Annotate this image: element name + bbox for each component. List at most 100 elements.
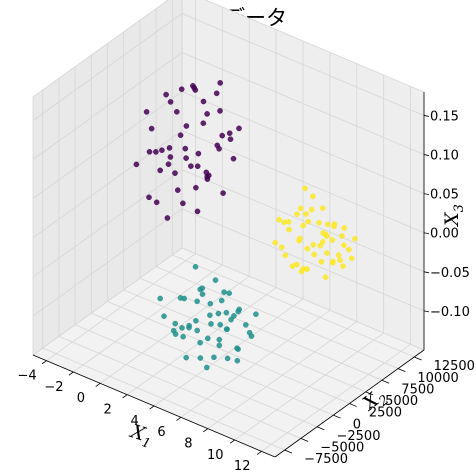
data-point (324, 250, 330, 256)
data-point (217, 108, 223, 114)
y-tick (397, 368, 406, 373)
y-tick-label: 2500 (369, 406, 402, 421)
data-point (178, 86, 185, 92)
data-point (318, 258, 325, 265)
data-point (183, 354, 189, 361)
data-point (167, 99, 174, 105)
data-point (157, 167, 163, 174)
data-point (208, 321, 214, 327)
y-tick-label: 0 (353, 417, 361, 432)
z-tick-label: −0.10 (430, 305, 470, 320)
data-point (323, 233, 330, 239)
x-tick (122, 394, 128, 399)
data-point (197, 339, 203, 346)
data-point (230, 155, 237, 162)
x-tick-label: −4 (18, 369, 37, 384)
data-point (227, 136, 234, 142)
data-point (180, 200, 186, 207)
data-point (193, 184, 199, 191)
data-point (167, 154, 174, 160)
data-point (197, 355, 204, 361)
y-tick-label: −7500 (304, 452, 348, 467)
data-point (309, 193, 316, 200)
data-point (223, 309, 230, 316)
data-point (310, 241, 317, 248)
data-point (304, 245, 311, 252)
data-point (217, 80, 223, 86)
grid-line (181, 91, 425, 194)
x-tick (68, 371, 74, 376)
data-point (179, 325, 185, 331)
data-point (293, 261, 300, 268)
data-point (194, 298, 200, 305)
data-point (133, 161, 140, 168)
data-point (348, 255, 355, 262)
data-point (143, 109, 150, 115)
data-point (272, 239, 279, 246)
x-tick-label: −2 (44, 380, 63, 395)
data-point (319, 238, 326, 245)
data-point (282, 252, 289, 259)
data-point (311, 251, 317, 258)
data-point (183, 123, 190, 129)
grid-line (42, 347, 285, 451)
data-point (204, 176, 211, 182)
x-tick (203, 428, 209, 433)
data-points (133, 80, 358, 371)
data-point (234, 345, 240, 352)
grid-line (32, 91, 183, 199)
data-point (188, 163, 194, 169)
data-point (173, 109, 180, 115)
data-point (226, 130, 233, 136)
x-tick-label: 2 (104, 403, 112, 418)
data-point (220, 190, 226, 196)
data-point (148, 125, 155, 132)
y-tick (381, 379, 390, 384)
y-tick (414, 356, 422, 361)
data-point (236, 125, 242, 132)
y-tick-label: 10000 (417, 371, 458, 386)
data-point (221, 289, 227, 295)
data-point (302, 185, 308, 192)
data-point (212, 277, 219, 283)
data-point (211, 354, 217, 361)
data-point (231, 313, 237, 319)
data-point (276, 216, 282, 223)
x-tick (256, 451, 262, 455)
data-point (192, 263, 199, 270)
data-point (159, 147, 165, 153)
data-point (335, 252, 342, 258)
x-tick-label: 12 (234, 459, 251, 474)
data-point (341, 242, 347, 248)
data-point (223, 326, 230, 333)
data-point (235, 308, 241, 315)
data-point (218, 297, 225, 304)
z-tick (423, 310, 430, 313)
data-point (203, 169, 210, 176)
x-tick-label: 10 (207, 448, 224, 463)
data-point (146, 194, 152, 201)
data-point (186, 322, 192, 329)
grid-line (123, 289, 366, 393)
z-tick-label: 0.05 (430, 188, 459, 203)
z-tick (423, 154, 430, 156)
z-tick (423, 115, 430, 117)
data-point (297, 235, 303, 242)
data-point (303, 211, 309, 217)
data-point (195, 150, 202, 157)
grid-line (107, 301, 350, 404)
data-point (207, 300, 214, 307)
data-point (200, 120, 207, 126)
x-tick-label: 4 (130, 414, 138, 429)
grid-line (74, 324, 318, 428)
data-point (341, 225, 348, 231)
data-point (161, 313, 167, 320)
grid-line (32, 169, 183, 278)
z-tick-label: −0.05 (430, 266, 470, 281)
data-point (329, 259, 336, 266)
y-tick (349, 403, 357, 407)
y-tick (365, 391, 374, 396)
data-point (194, 327, 200, 334)
